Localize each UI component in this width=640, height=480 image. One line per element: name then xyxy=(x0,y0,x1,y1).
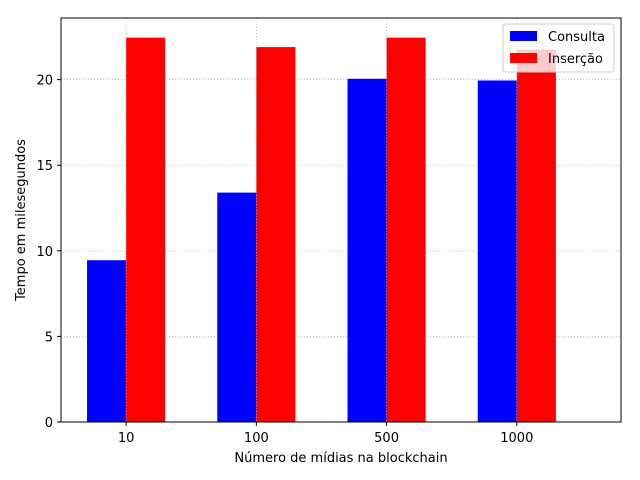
plot-area-frame xyxy=(60,17,622,423)
legend-swatch-insercao xyxy=(510,53,537,63)
y-tick-label: 20 xyxy=(36,74,53,89)
bar-inser-o-1000 xyxy=(516,49,556,422)
legend: Consulta Inserção xyxy=(502,23,615,73)
bars-group xyxy=(87,18,556,423)
legend-swatch-consulta xyxy=(510,31,537,41)
y-tick-label: 0 xyxy=(45,416,53,431)
legend-label-consulta: Consulta xyxy=(548,30,605,45)
y-tick-label: 10 xyxy=(36,245,53,260)
bar-inser-o-100 xyxy=(256,47,296,423)
y-tick-label: 15 xyxy=(36,159,53,174)
bar-consulta-500 xyxy=(347,78,387,423)
y-tick-label: 5 xyxy=(45,330,53,345)
x-tick-label: 10 xyxy=(118,431,135,446)
x-axis-label: Número de mídias na blockchain xyxy=(234,451,447,466)
x-tick-label: 1000 xyxy=(500,431,533,446)
bar-consulta-100 xyxy=(217,192,257,422)
x-tick-label: 100 xyxy=(244,431,269,446)
y-axis-label: Tempo em milesegundos xyxy=(14,139,29,302)
axis-ticks: 0 5 10 15 20 10 100 500 1000 xyxy=(36,74,533,446)
legend-label-insercao: Inserção xyxy=(548,52,603,67)
bar-consulta-10 xyxy=(87,260,127,422)
bar-inser-o-500 xyxy=(386,37,426,423)
bar-consulta-1000 xyxy=(477,80,517,423)
x-tick-label: 500 xyxy=(374,431,399,446)
bar-inser-o-10 xyxy=(126,37,166,423)
